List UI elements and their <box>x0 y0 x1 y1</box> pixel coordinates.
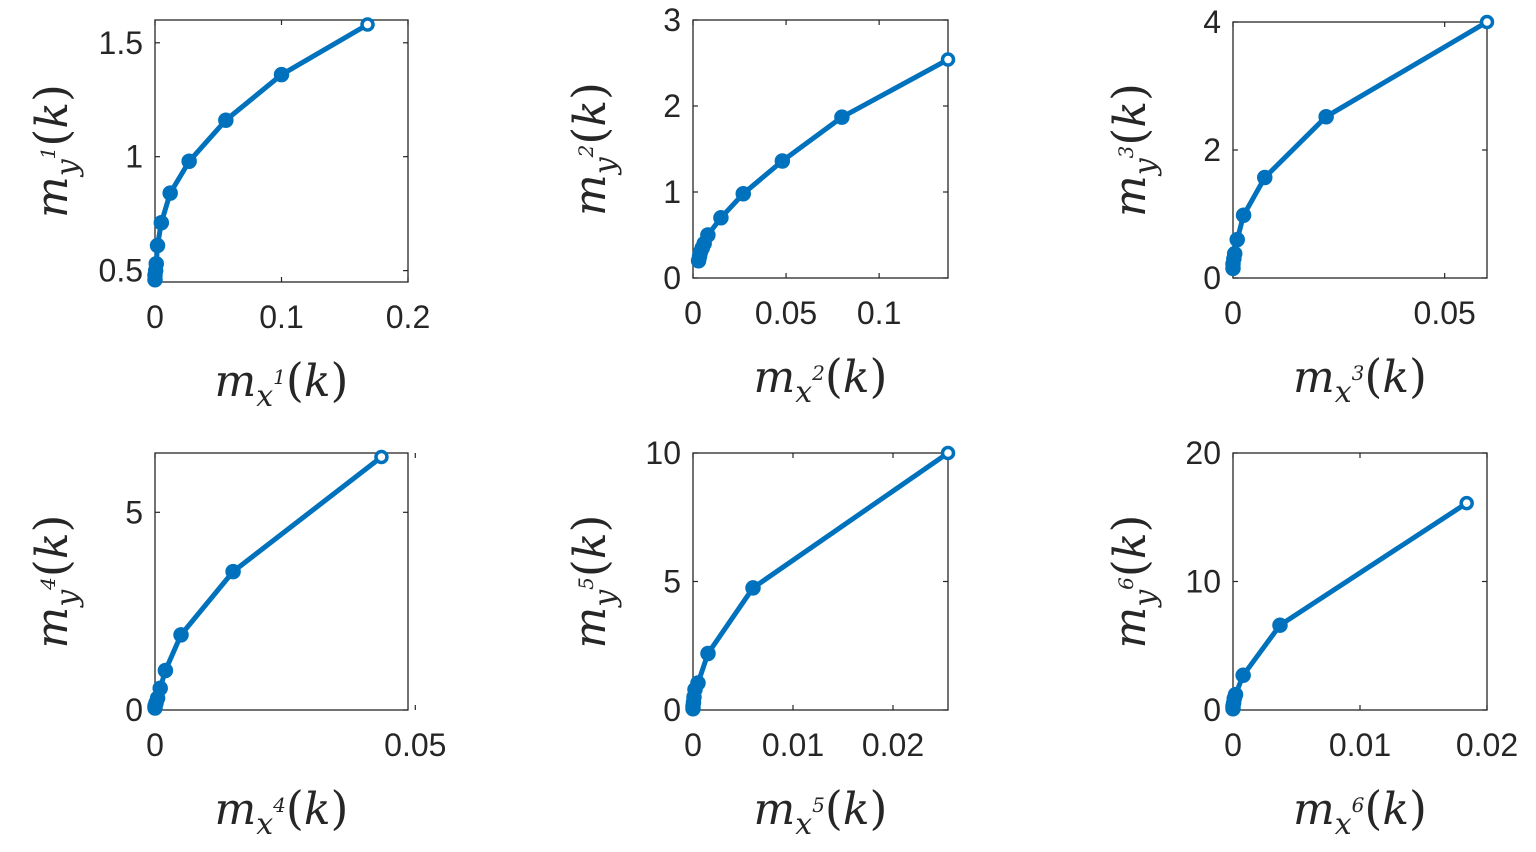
data-point <box>360 17 375 32</box>
data-point <box>735 185 752 202</box>
y-tick-label: 0 <box>1203 692 1221 728</box>
series-line <box>690 450 951 712</box>
data-point <box>690 675 706 691</box>
data-point <box>1227 686 1244 703</box>
y-tick-label: 5 <box>663 564 681 600</box>
axes-box <box>1232 452 1488 711</box>
x-axis-label: mx5(k) <box>754 781 888 842</box>
x-axis-label: mx6(k) <box>1293 781 1427 842</box>
x-tick-label: 0 <box>1224 295 1242 331</box>
y-tick-label: 2 <box>1203 132 1221 168</box>
x-tick-label: 0 <box>146 299 164 335</box>
y-tick-label: 4 <box>1203 4 1221 40</box>
y-tick-label: 3 <box>663 2 681 38</box>
subplot-5: 0 0.01 0.02 0 5 10 mx5(k) my5(k) <box>562 435 956 842</box>
x-tick-label: 0.02 <box>862 727 924 763</box>
subplot-4: 0 0.05 0 5 mx4(k) my4(k) <box>24 449 446 842</box>
x-tick-label: 0.05 <box>1414 295 1476 331</box>
data-point <box>162 185 178 201</box>
x-axis-label: mx2(k) <box>754 349 888 410</box>
y-axis-label: my2(k) <box>562 82 623 216</box>
x-tick-label: 0.01 <box>1329 727 1391 763</box>
data-point <box>1318 108 1334 125</box>
x-tick-label: 0.05 <box>384 727 446 763</box>
data-point <box>273 66 290 83</box>
data-point <box>834 109 850 125</box>
y-tick-label: 5 <box>125 494 143 530</box>
y-tick-label: 0 <box>663 260 681 296</box>
data-point <box>153 215 170 231</box>
x-axis-label: mx4(k) <box>215 781 349 842</box>
y-tick-label: 1.5 <box>99 25 143 61</box>
x-tick-label: 0.01 <box>762 727 824 763</box>
x-tick-label: 0 <box>684 727 702 763</box>
data-point <box>940 52 956 67</box>
data-point <box>152 680 168 697</box>
x-axis-label: mx3(k) <box>1293 349 1427 410</box>
subplot-1: 0 0.1 0.2 0.5 1 1.5 mx1(k) my1(k) <box>24 17 430 414</box>
axes-box <box>692 452 949 711</box>
y-axis-label: my3(k) <box>1102 83 1163 217</box>
x-tick-label: 0.1 <box>259 299 303 335</box>
data-point <box>1235 667 1251 684</box>
x-tick-label: 0.02 <box>1456 727 1518 763</box>
y-axis-label: my1(k) <box>24 84 85 218</box>
y-tick-label: 20 <box>1185 435 1221 471</box>
data-point <box>1229 231 1245 248</box>
axes-box <box>154 452 409 711</box>
y-tick-label: 0 <box>663 692 681 728</box>
data-point <box>1226 245 1243 262</box>
y-axis-label: my6(k) <box>1102 515 1163 649</box>
data-point <box>148 256 165 272</box>
y-axis-label: my4(k) <box>24 515 85 649</box>
x-tick-label: 0 <box>684 295 702 331</box>
x-tick-label: 0 <box>146 727 164 763</box>
data-point <box>745 580 761 596</box>
data-point <box>1272 617 1288 633</box>
y-tick-label: 0.5 <box>99 253 143 289</box>
axes-box <box>1232 21 1488 279</box>
series-line <box>1230 500 1470 712</box>
axes-box <box>692 19 949 279</box>
data-point <box>1235 207 1252 224</box>
y-tick-label: 1 <box>125 139 143 175</box>
subplot-3: 0 0.05 0 2 4 mx3(k) my3(k) <box>1102 4 1495 410</box>
data-point <box>700 645 716 662</box>
data-point <box>225 563 241 580</box>
y-tick-label: 2 <box>663 88 681 124</box>
data-point <box>1459 495 1474 511</box>
data-point <box>940 445 956 461</box>
subplot-2: 0 0.05 0.1 0 1 2 3 mx2(k) my2(k) <box>562 2 956 410</box>
x-tick-label: 0.2 <box>386 299 430 335</box>
y-tick-label: 10 <box>1185 564 1221 600</box>
data-point <box>173 627 189 643</box>
x-tick-label: 0.05 <box>755 295 817 331</box>
data-point <box>774 153 791 169</box>
data-point <box>181 153 197 170</box>
x-tick-label: 0.1 <box>857 295 901 331</box>
axes-box <box>154 19 409 283</box>
data-point <box>1479 14 1495 30</box>
data-point <box>374 449 389 465</box>
series-line <box>696 57 951 264</box>
data-point <box>149 237 166 254</box>
series-line <box>1230 19 1490 271</box>
data-point <box>700 227 716 243</box>
y-tick-label: 0 <box>125 692 143 728</box>
y-tick-label: 10 <box>645 435 681 471</box>
series-line <box>152 22 370 283</box>
x-axis-label: mx1(k) <box>215 353 349 414</box>
subplot-6: 0 0.01 0.02 0 10 20 mx6(k) my6(k) <box>1102 435 1518 842</box>
y-tick-label: 0 <box>1203 260 1221 296</box>
data-point <box>218 112 234 128</box>
series-line <box>152 454 384 711</box>
data-point <box>1257 169 1273 186</box>
x-tick-label: 0 <box>1224 727 1242 763</box>
data-point <box>157 662 174 679</box>
y-axis-label: my5(k) <box>562 515 623 649</box>
data-point <box>713 210 729 226</box>
y-tick-label: 1 <box>663 174 681 210</box>
